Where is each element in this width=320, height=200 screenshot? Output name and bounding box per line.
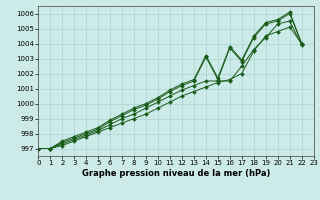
- X-axis label: Graphe pression niveau de la mer (hPa): Graphe pression niveau de la mer (hPa): [82, 169, 270, 178]
